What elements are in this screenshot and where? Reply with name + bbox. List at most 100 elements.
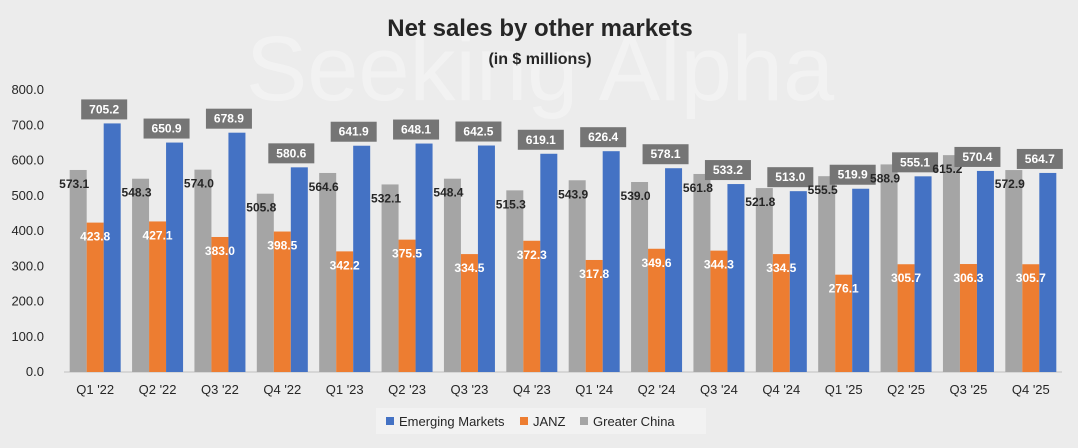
watermark-text: Seeking Alpha bbox=[246, 18, 835, 120]
data-label-emerging-markets: 619.1 bbox=[526, 133, 556, 147]
bar-janz bbox=[523, 240, 541, 372]
bar-emerging-markets bbox=[103, 123, 121, 373]
data-label-janz: 344.3 bbox=[704, 258, 734, 272]
bar-greater-china bbox=[194, 169, 212, 372]
y-tick-label: 700.0 bbox=[11, 117, 44, 132]
bar-greater-china bbox=[256, 193, 274, 372]
data-label-greater-china: 532.1 bbox=[371, 191, 401, 205]
data-label-emerging-markets: 533.2 bbox=[713, 163, 743, 177]
data-label-box bbox=[704, 160, 751, 181]
data-label-box bbox=[517, 129, 564, 150]
y-tick-label: 100.0 bbox=[11, 329, 44, 344]
data-label-greater-china: 564.6 bbox=[309, 180, 339, 194]
legend-label: JANZ bbox=[533, 414, 566, 429]
legend-box bbox=[376, 408, 706, 434]
x-tick-label: Q4 '23 bbox=[513, 382, 551, 397]
bar-emerging-markets bbox=[477, 145, 495, 372]
bar-janz bbox=[710, 250, 728, 372]
data-label-greater-china: 588.9 bbox=[870, 171, 900, 185]
bar-janz bbox=[959, 264, 977, 372]
data-labels: 573.1 423.8 705.2 548.3 427.1 650.9 574.0 383.0… bbox=[59, 99, 1063, 296]
data-label-janz: 427.1 bbox=[143, 228, 173, 242]
bar-emerging-markets bbox=[290, 167, 308, 372]
bars bbox=[69, 123, 1057, 373]
data-label-emerging-markets: 513.0 bbox=[775, 170, 805, 184]
bar-emerging-markets bbox=[727, 184, 745, 372]
data-label-greater-china: 539.0 bbox=[621, 189, 651, 203]
data-label-emerging-markets: 578.1 bbox=[651, 147, 681, 161]
data-label-box bbox=[393, 119, 440, 140]
legend-label: Emerging Markets bbox=[399, 414, 505, 429]
bar-janz bbox=[585, 259, 603, 372]
x-tick-label: Q3 '25 bbox=[949, 382, 987, 397]
bar-janz bbox=[772, 254, 790, 372]
x-tick-label: Q3 '24 bbox=[700, 382, 738, 397]
x-tick-label: Q1 '25 bbox=[825, 382, 863, 397]
data-label-janz: 349.6 bbox=[642, 256, 672, 270]
data-label-greater-china: 573.1 bbox=[59, 177, 89, 191]
data-label-janz: 305.7 bbox=[891, 271, 921, 285]
data-label-box bbox=[143, 118, 190, 139]
data-label-greater-china: 548.3 bbox=[122, 186, 152, 200]
legend: Emerging Markets JANZ Greater China bbox=[376, 408, 706, 434]
bar-greater-china bbox=[1005, 170, 1023, 372]
x-axis: Q1 '22 Q2 '22 Q3 '22 Q4 '22 Q1 '23 Q2 '23 Q3 '… bbox=[76, 382, 1050, 397]
bar-emerging-markets bbox=[166, 142, 184, 372]
y-tick-label: 500.0 bbox=[11, 188, 44, 203]
bar-greater-china bbox=[942, 155, 960, 372]
data-label-greater-china: 572.9 bbox=[995, 177, 1025, 191]
data-label-box bbox=[1016, 148, 1063, 169]
bar-greater-china bbox=[568, 180, 586, 372]
data-label-emerging-markets: 705.2 bbox=[89, 102, 119, 116]
bar-janz bbox=[211, 236, 229, 372]
data-label-greater-china: 555.5 bbox=[808, 183, 838, 197]
x-tick-label: Q2 '22 bbox=[139, 382, 177, 397]
x-tick-label: Q4 '22 bbox=[263, 382, 301, 397]
y-tick-label: 200.0 bbox=[11, 294, 44, 309]
x-tick-label: Q1 '23 bbox=[326, 382, 364, 397]
data-label-janz: 398.5 bbox=[267, 239, 297, 253]
data-label-janz: 317.8 bbox=[579, 267, 609, 281]
data-label-janz: 276.1 bbox=[829, 282, 859, 296]
data-label-janz: 306.3 bbox=[953, 271, 983, 285]
x-tick-label: Q2 '24 bbox=[638, 382, 676, 397]
x-tick-label: Q4 '25 bbox=[1012, 382, 1050, 397]
data-label-greater-china: 521.8 bbox=[745, 195, 775, 209]
data-label-box bbox=[268, 143, 315, 164]
bar-greater-china bbox=[69, 169, 87, 372]
y-tick-label: 800.0 bbox=[11, 82, 44, 97]
data-label-emerging-markets: 641.9 bbox=[339, 125, 369, 139]
data-label-janz: 383.0 bbox=[205, 244, 235, 258]
y-tick-label: 400.0 bbox=[11, 223, 44, 238]
bar-greater-china bbox=[693, 173, 711, 372]
data-label-box bbox=[892, 152, 939, 173]
bar-emerging-markets bbox=[789, 191, 807, 372]
data-label-emerging-markets: 650.9 bbox=[152, 122, 182, 136]
bar-janz bbox=[273, 231, 291, 372]
y-tick-label: 0.0 bbox=[26, 364, 44, 379]
bar-janz bbox=[336, 251, 354, 372]
data-label-box bbox=[455, 121, 502, 142]
bar-emerging-markets bbox=[353, 145, 371, 372]
data-label-box bbox=[767, 167, 814, 188]
bar-janz bbox=[460, 254, 478, 372]
legend-label: Greater China bbox=[593, 414, 675, 429]
bar-janz bbox=[648, 248, 666, 372]
x-tick-label: Q1 '24 bbox=[575, 382, 613, 397]
data-label-greater-china: 515.3 bbox=[496, 197, 526, 211]
data-label-emerging-markets: 626.4 bbox=[588, 130, 618, 144]
x-tick-label: Q1 '22 bbox=[76, 382, 114, 397]
data-label-box bbox=[580, 127, 627, 148]
data-label-janz: 334.5 bbox=[766, 261, 796, 275]
data-label-greater-china: 505.8 bbox=[246, 201, 276, 215]
chart-subtitle: (in $ millions) bbox=[488, 51, 591, 68]
data-label-box bbox=[829, 164, 876, 185]
y-tick-label: 300.0 bbox=[11, 258, 44, 273]
bar-greater-china bbox=[818, 176, 836, 372]
legend-swatch bbox=[386, 417, 394, 425]
bar-janz bbox=[398, 239, 416, 372]
bar-janz bbox=[149, 221, 167, 372]
legend-swatch bbox=[580, 417, 588, 425]
bar-greater-china bbox=[631, 182, 649, 372]
bar-emerging-markets bbox=[852, 188, 870, 372]
